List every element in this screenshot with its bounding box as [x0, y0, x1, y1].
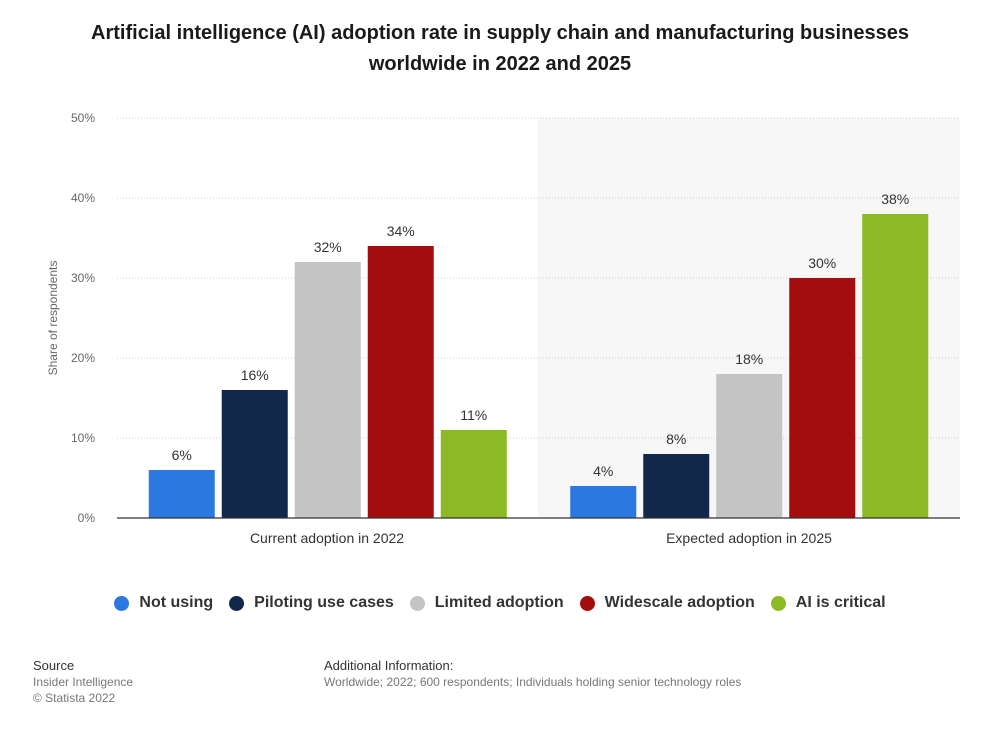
data-label: 8% — [666, 431, 686, 447]
bar-limited-adoption-1[interactable] — [716, 374, 783, 518]
legend-item-ai-critical[interactable]: AI is critical — [770, 594, 886, 612]
data-label: 11% — [460, 407, 487, 423]
y-tick-label: 40% — [71, 191, 95, 205]
data-label: 38% — [881, 191, 909, 207]
bar-piloting-use-cases-1[interactable] — [643, 454, 710, 518]
source-block: Source Insider Intelligence © Statista 2… — [33, 658, 133, 706]
data-label: 16% — [241, 367, 269, 383]
data-label: 18% — [735, 351, 763, 367]
source-heading: Source — [33, 658, 75, 673]
legend-dot-icon — [114, 595, 130, 611]
bar-limited-adoption-0[interactable] — [294, 262, 361, 518]
copyright-line: © Statista 2022 — [33, 691, 116, 705]
bar-ai-is-critical-1[interactable] — [862, 214, 929, 518]
bar-ai-is-critical-0[interactable] — [440, 430, 507, 518]
y-axis-ticks: 0% 10% 20% 30% 40% 50% — [71, 111, 95, 525]
source-line[interactable]: Insider Intelligence — [33, 675, 134, 689]
legend-item-piloting[interactable]: Piloting use cases — [229, 594, 394, 612]
additional-info-text: Worldwide; 2022; 600 respondents; Indivi… — [324, 675, 742, 689]
legend-label: AI is critical — [795, 594, 886, 611]
legend-label: Widescale adoption — [604, 594, 755, 611]
legend-dot-icon — [229, 595, 245, 611]
additional-info-heading: Additional Information: — [324, 658, 454, 673]
y-tick-label: 10% — [71, 431, 95, 445]
legend-label: Limited adoption — [434, 594, 564, 611]
bar-widescale-adoption-1[interactable] — [789, 278, 856, 518]
legend-item-widescale[interactable]: Widescale adoption — [579, 594, 755, 612]
bar-not-using-0[interactable] — [148, 470, 215, 518]
legend-dot-icon — [579, 595, 595, 611]
additional-info-block: Additional Information: Worldwide; 2022;… — [324, 658, 741, 690]
legend-item-not-using[interactable]: Not using — [114, 594, 213, 612]
y-tick-label: 20% — [71, 351, 95, 365]
category-label-2022: Current adoption in 2022 — [250, 530, 404, 546]
data-label: 6% — [172, 447, 192, 463]
chart-title: Artificial intelligence (AI) adoption ra… — [91, 22, 909, 75]
bars — [148, 214, 929, 518]
bar-piloting-use-cases-0[interactable] — [221, 390, 288, 518]
data-label: 32% — [314, 239, 342, 255]
y-tick-label: 50% — [71, 111, 95, 125]
y-axis-title: Share of respondents — [46, 261, 60, 376]
y-tick-label: 0% — [78, 511, 96, 525]
data-label: 34% — [387, 223, 415, 239]
data-label: 4% — [593, 463, 613, 479]
bar-not-using-1[interactable] — [570, 486, 637, 518]
legend-label: Not using — [139, 594, 214, 611]
legend: Not using Piloting use cases Limited ado… — [0, 594, 1000, 612]
legend-dot-icon — [770, 595, 786, 611]
y-tick-label: 30% — [71, 271, 95, 285]
legend-dot-icon — [409, 595, 425, 611]
legend-item-limited[interactable]: Limited adoption — [409, 594, 564, 612]
bar-widescale-adoption-0[interactable] — [367, 246, 434, 518]
data-labels: 6% 16% 32% 34% 11% 4% 8% 18% 30% 38% — [172, 191, 910, 479]
category-label-2025: Expected adoption in 2025 — [666, 530, 832, 546]
legend-label: Piloting use cases — [254, 594, 394, 611]
data-label: 30% — [808, 255, 836, 271]
